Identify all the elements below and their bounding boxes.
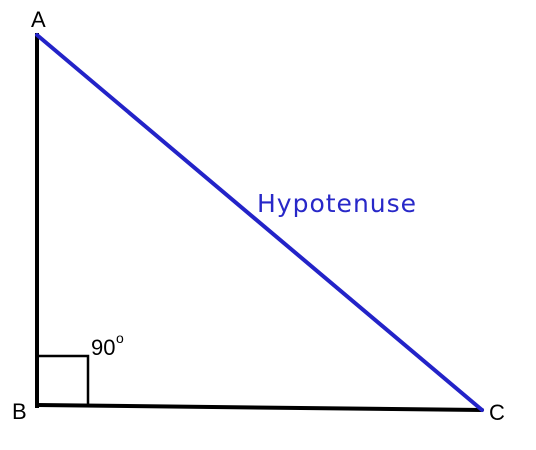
right-angle-marker	[38, 354, 90, 405]
hypotenuse-label: Hypotenuse	[257, 189, 417, 218]
degree-symbol: o	[116, 330, 124, 346]
right-angle-value: 90	[91, 335, 115, 360]
vertex-label-a: A	[31, 7, 46, 32]
leg-bc	[35, 403, 484, 412]
vertex-label-c: C	[489, 400, 505, 425]
vertex-label-b: B	[12, 399, 27, 424]
hypotenuse	[35, 33, 484, 412]
